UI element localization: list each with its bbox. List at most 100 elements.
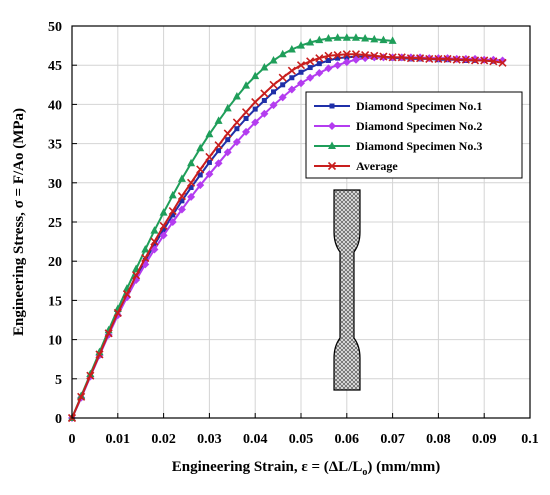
data-point bbox=[271, 89, 277, 95]
data-point bbox=[150, 245, 159, 254]
data-point bbox=[315, 35, 324, 44]
data-point bbox=[225, 137, 231, 143]
y-tick-label: 40 bbox=[48, 98, 62, 113]
data-point bbox=[223, 129, 232, 138]
data-point bbox=[297, 41, 305, 49]
data-point bbox=[122, 290, 132, 299]
data-point bbox=[498, 56, 507, 65]
data-point bbox=[179, 198, 185, 204]
y-tick-label: 15 bbox=[48, 294, 62, 309]
data-point bbox=[333, 61, 342, 70]
y-tick-label: 5 bbox=[55, 373, 62, 388]
data-point bbox=[151, 242, 157, 248]
data-point bbox=[342, 50, 351, 59]
data-point bbox=[296, 61, 306, 70]
x-tick-label: 0.03 bbox=[197, 432, 222, 447]
data-point bbox=[223, 148, 232, 157]
data-point bbox=[232, 92, 241, 100]
data-point bbox=[306, 57, 315, 66]
data-point bbox=[232, 138, 241, 147]
data-point bbox=[177, 205, 186, 214]
data-point bbox=[242, 81, 251, 89]
legend-swatch-marker bbox=[328, 122, 336, 130]
data-point bbox=[214, 116, 223, 124]
data-point bbox=[306, 73, 315, 82]
x-tick-label: 0.01 bbox=[106, 432, 131, 447]
data-point bbox=[150, 237, 159, 246]
data-point bbox=[287, 66, 296, 75]
data-point bbox=[342, 33, 351, 41]
data-point bbox=[425, 54, 434, 63]
data-point bbox=[461, 55, 470, 64]
data-point bbox=[214, 141, 223, 150]
data-point bbox=[324, 51, 333, 60]
data-point bbox=[379, 35, 388, 44]
data-point bbox=[306, 37, 315, 46]
data-point bbox=[187, 178, 196, 187]
data-point bbox=[289, 75, 295, 81]
data-point bbox=[280, 82, 286, 88]
data-point bbox=[113, 308, 122, 318]
data-point bbox=[333, 50, 342, 60]
data-point bbox=[214, 159, 223, 168]
data-point bbox=[297, 79, 305, 88]
data-point bbox=[287, 45, 296, 53]
data-point bbox=[397, 53, 406, 62]
data-point bbox=[388, 36, 397, 44]
data-point bbox=[260, 89, 269, 98]
x-tick-label: 0.08 bbox=[426, 432, 451, 447]
data-point bbox=[86, 371, 95, 380]
data-point bbox=[242, 127, 251, 136]
data-point bbox=[278, 93, 287, 102]
data-point bbox=[197, 172, 203, 178]
x-tick-label: 0.05 bbox=[289, 432, 314, 447]
y-axis-title: Engineering Stress, σ = F/Ao (MPa) bbox=[11, 108, 27, 336]
data-point bbox=[406, 54, 415, 63]
data-point bbox=[324, 64, 333, 73]
data-point bbox=[315, 54, 324, 63]
data-point bbox=[344, 54, 350, 60]
legend: Diamond Specimen No.1 Diamond Specimen No… bbox=[305, 91, 523, 179]
data-point bbox=[159, 221, 168, 230]
y-tick-label: 25 bbox=[48, 216, 62, 231]
data-point bbox=[351, 50, 361, 59]
data-point bbox=[177, 174, 186, 182]
data-point bbox=[168, 218, 177, 226]
data-point bbox=[370, 51, 379, 60]
data-point bbox=[252, 106, 258, 112]
data-point bbox=[269, 55, 278, 64]
data-point bbox=[260, 109, 269, 118]
data-point bbox=[470, 56, 480, 65]
y-tick-label: 0 bbox=[55, 412, 62, 427]
data-point bbox=[168, 190, 177, 199]
data-point bbox=[251, 97, 260, 107]
data-point bbox=[452, 55, 461, 64]
data-point bbox=[206, 159, 212, 165]
data-point bbox=[316, 61, 322, 67]
data-point bbox=[260, 63, 269, 71]
data-point bbox=[234, 126, 240, 132]
legend-label: Average bbox=[356, 159, 398, 173]
y-tick-label: 35 bbox=[48, 138, 62, 153]
x-tick-label: 0.1 bbox=[521, 432, 539, 447]
data-point bbox=[278, 49, 287, 58]
data-point bbox=[187, 158, 196, 167]
data-point bbox=[104, 329, 113, 338]
data-point bbox=[95, 350, 104, 359]
data-point bbox=[205, 152, 214, 161]
series-line bbox=[71, 53, 503, 419]
data-point bbox=[216, 148, 222, 154]
data-point bbox=[159, 208, 168, 216]
data-point bbox=[298, 69, 304, 75]
x-tick-label: 0.06 bbox=[335, 432, 360, 447]
legend-entry: Diamond Specimen No.1 bbox=[314, 99, 482, 113]
series-layer bbox=[67, 33, 507, 423]
x-tick-label: 0.02 bbox=[151, 432, 176, 447]
specimen-icon bbox=[333, 189, 361, 391]
data-point bbox=[307, 65, 313, 71]
legend-label: Diamond Specimen No.1 bbox=[356, 99, 482, 113]
data-point bbox=[351, 33, 360, 41]
y-tick-label: 50 bbox=[48, 20, 62, 35]
